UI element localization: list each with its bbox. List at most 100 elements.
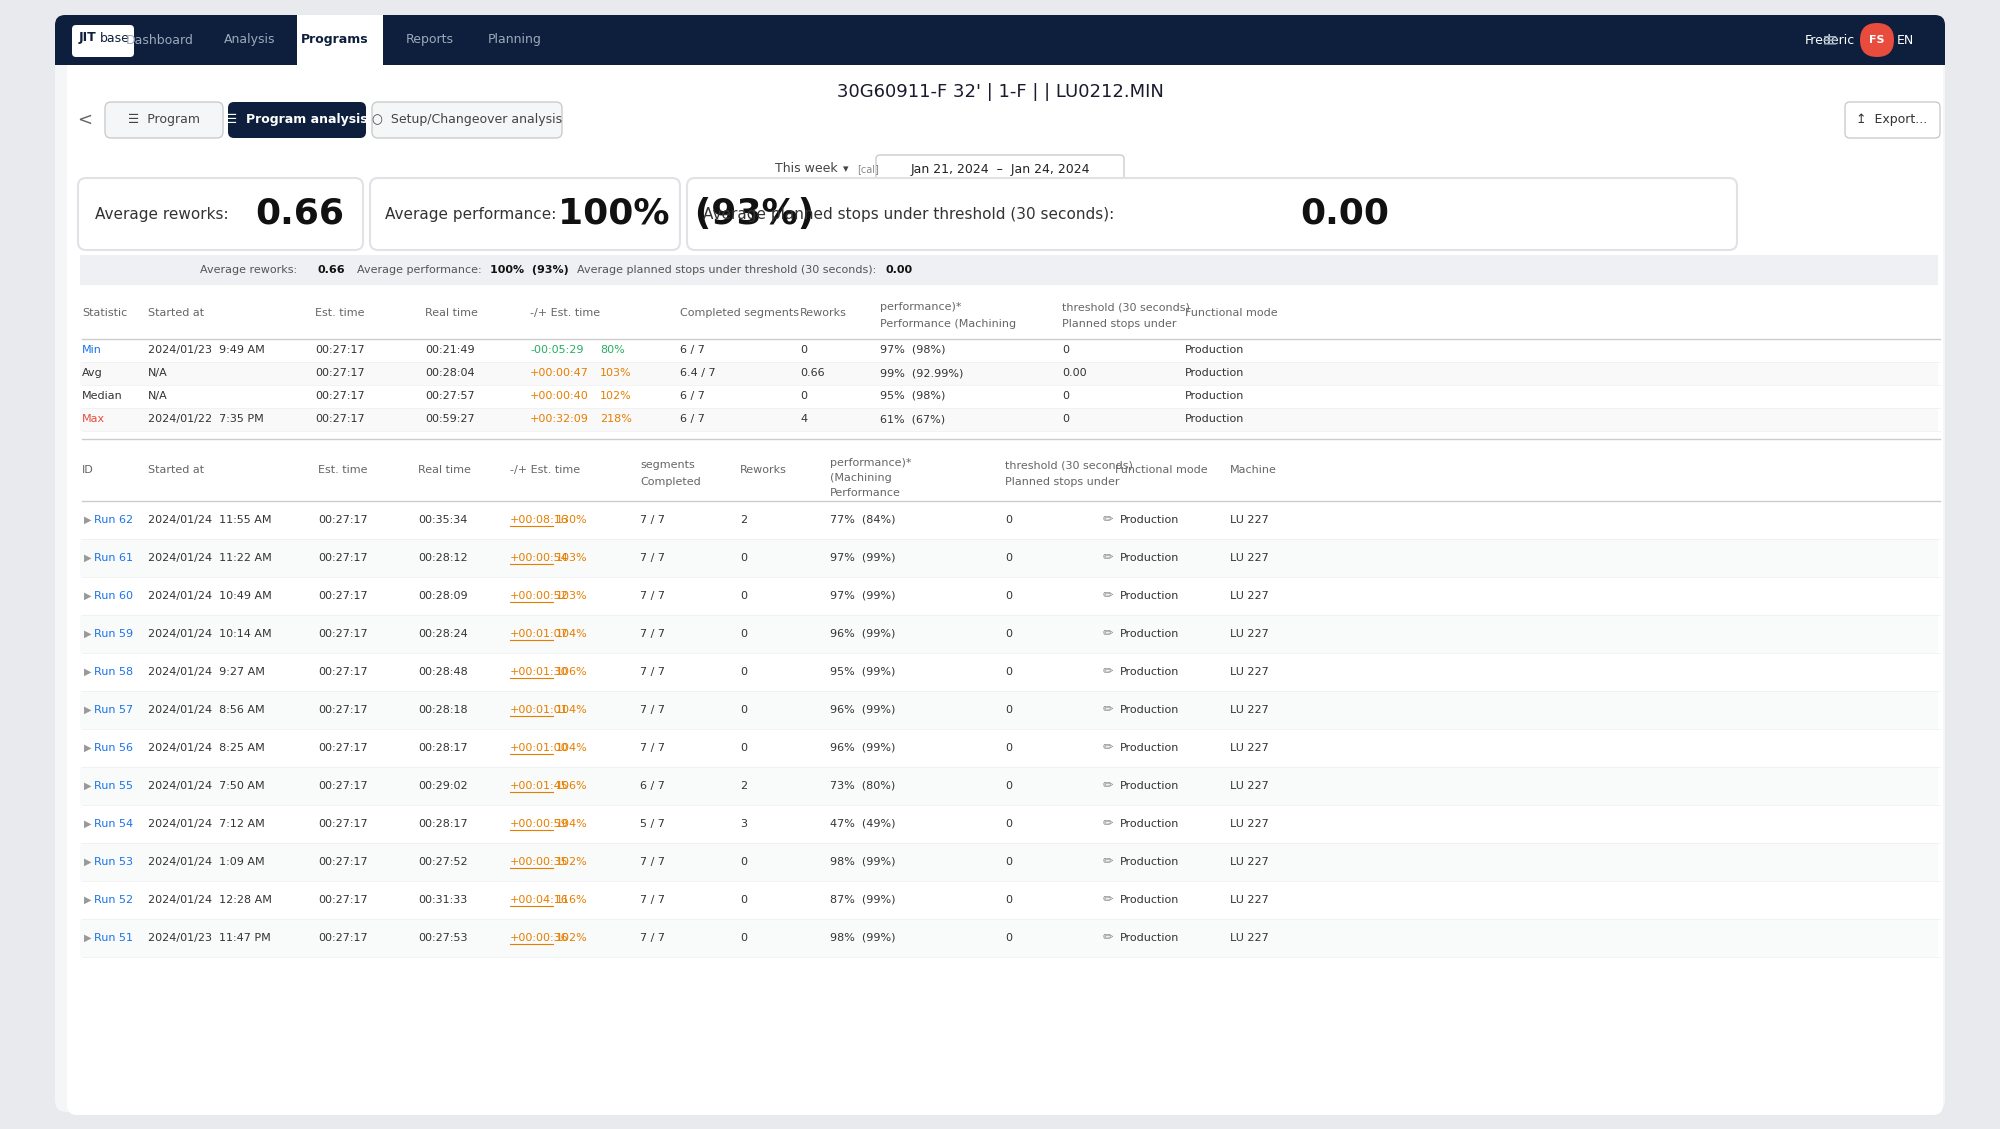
Text: 96%  (99%): 96% (99%) [830,743,896,753]
Text: Analysis: Analysis [224,34,276,46]
Text: 103%: 103% [600,368,632,378]
Text: 0.00: 0.00 [1062,368,1086,378]
Text: 7 / 7: 7 / 7 [640,743,664,753]
Text: <: < [78,111,92,129]
Text: Performance: Performance [830,488,900,498]
Text: 0: 0 [740,629,748,639]
FancyBboxPatch shape [72,25,134,56]
Text: ▶: ▶ [84,590,92,601]
Text: base: base [100,32,130,44]
Text: ✏: ✏ [1102,703,1112,717]
Text: 2: 2 [740,781,748,791]
Text: Functional mode: Functional mode [1184,308,1278,318]
Text: Reworks: Reworks [740,465,786,475]
Text: Completed: Completed [640,476,700,487]
Text: 00:31:33: 00:31:33 [418,895,468,905]
Text: 0: 0 [1006,553,1012,563]
Text: 00:27:17: 00:27:17 [318,553,368,563]
Text: Programs: Programs [302,34,368,46]
Text: ○  Setup/Changeover analysis: ○ Setup/Changeover analysis [372,114,562,126]
Text: ≡: ≡ [1822,30,1838,50]
Text: Production: Production [1120,857,1180,867]
Text: Run 52: Run 52 [94,895,134,905]
Text: 0.66: 0.66 [256,196,344,231]
Text: performance)*: performance)* [830,458,912,469]
Bar [80,577,1938,615]
Text: [cal]: [cal] [856,164,878,174]
FancyBboxPatch shape [56,47,1944,1112]
Text: 0: 0 [1006,743,1012,753]
Text: 0: 0 [740,704,748,715]
Text: 104%: 104% [556,819,588,829]
Bar [68,65,1944,590]
Text: 0: 0 [1006,819,1012,829]
Text: +00:00:40: +00:00:40 [530,391,588,401]
Text: +00:00:52: +00:00:52 [510,590,568,601]
Text: 99%  (92.99%): 99% (92.99%) [880,368,964,378]
Text: ✏: ✏ [1102,628,1112,640]
Text: 00:27:17: 00:27:17 [318,857,368,867]
Text: ✏: ✏ [1102,589,1112,603]
Text: 0: 0 [1006,515,1012,525]
Text: 6 / 7: 6 / 7 [680,414,704,425]
Text: +00:00:59: +00:00:59 [510,819,568,829]
Text: 00:27:17: 00:27:17 [316,391,364,401]
Text: 00:59:27: 00:59:27 [424,414,474,425]
Text: LU 227: LU 227 [1230,590,1268,601]
Text: ✏: ✏ [1102,931,1112,945]
Text: 104%: 104% [556,743,588,753]
Text: Average planned stops under threshold (30 seconds):: Average planned stops under threshold (3… [704,207,1114,221]
Text: 0: 0 [1062,345,1068,355]
Text: Production: Production [1120,781,1180,791]
Text: 103%: 103% [556,590,588,601]
Text: ▶: ▶ [84,667,92,677]
Text: EN: EN [1896,34,1914,46]
Text: LU 227: LU 227 [1230,515,1268,525]
Text: 0.66: 0.66 [800,368,824,378]
Text: Run 60: Run 60 [94,590,132,601]
Text: 98%  (99%): 98% (99%) [830,857,896,867]
Text: Est. time: Est. time [316,308,364,318]
Text: Real time: Real time [424,308,478,318]
FancyBboxPatch shape [68,65,1944,1115]
FancyBboxPatch shape [1844,102,1940,138]
Text: ↥  Export...: ↥ Export... [1856,114,1928,126]
Text: 2024/01/24  11:22 AM: 2024/01/24 11:22 AM [148,553,272,563]
Text: ✏: ✏ [1102,551,1112,564]
Text: ▶: ▶ [84,933,92,943]
Text: 6 / 7: 6 / 7 [640,781,664,791]
Text: LU 227: LU 227 [1230,667,1268,677]
Bar [80,539,1938,577]
Text: LU 227: LU 227 [1230,819,1268,829]
Text: 00:27:17: 00:27:17 [318,895,368,905]
Text: Planned stops under: Planned stops under [1006,476,1120,487]
Text: Started at: Started at [148,465,204,475]
Text: ▶: ▶ [84,743,92,753]
Text: Average planned stops under threshold (30 seconds):: Average planned stops under threshold (3… [570,265,880,275]
Text: 00:27:17: 00:27:17 [318,590,368,601]
FancyBboxPatch shape [876,155,1124,183]
Text: 7 / 7: 7 / 7 [640,667,664,677]
Text: Production: Production [1184,391,1244,401]
Text: 00:27:53: 00:27:53 [418,933,468,943]
Text: Avg: Avg [82,368,102,378]
Text: +00:01:07: +00:01:07 [510,629,568,639]
Text: 00:27:17: 00:27:17 [318,743,368,753]
Text: 00:27:17: 00:27:17 [318,515,368,525]
Text: performance)*: performance)* [880,301,962,312]
Text: 00:27:17: 00:27:17 [318,629,368,639]
Text: 00:27:17: 00:27:17 [316,345,364,355]
Bar [80,843,1938,881]
Text: 5 / 7: 5 / 7 [640,819,664,829]
Bar [80,615,1938,653]
Bar [296,15,384,65]
Text: LU 227: LU 227 [1230,857,1268,867]
Text: (Machining: (Machining [830,473,892,483]
Text: Reworks: Reworks [800,308,846,318]
Text: 2024/01/24  9:27 AM: 2024/01/24 9:27 AM [148,667,264,677]
Text: Performance (Machining: Performance (Machining [880,320,1016,329]
Text: 97%  (98%): 97% (98%) [880,345,946,355]
Text: 80%: 80% [600,345,624,355]
Text: ID: ID [82,465,94,475]
Bar [80,653,1938,691]
